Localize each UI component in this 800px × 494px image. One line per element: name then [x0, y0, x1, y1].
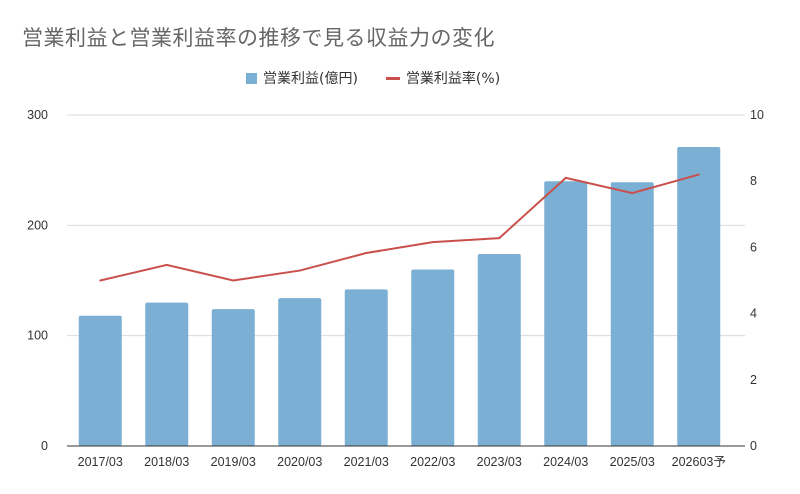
left-axis-tick-label: 100	[27, 329, 48, 343]
chart-title: 営業利益と営業利益率の推移で見る収益力の変化	[22, 26, 495, 50]
line-point	[365, 252, 368, 255]
right-axis-tick-label: 10	[750, 108, 764, 122]
bar	[477, 254, 521, 446]
bar	[145, 302, 189, 446]
line-point	[298, 269, 301, 272]
x-axis-tick-label: 2025/03	[610, 455, 655, 469]
line-point	[165, 263, 168, 266]
legend-label-bar: 営業利益(億円)	[263, 71, 358, 87]
line-point	[431, 241, 434, 244]
right-axis-tick-label: 0	[750, 439, 757, 453]
bar	[344, 289, 388, 446]
left-axis-tick-label: 300	[27, 108, 48, 122]
right-axis-tick-label: 2	[750, 373, 757, 387]
line-point	[232, 279, 235, 282]
bar	[610, 182, 654, 446]
right-axis-tick-label: 6	[750, 240, 757, 254]
bar	[78, 315, 122, 446]
line-point	[99, 279, 102, 282]
legend-swatch-line	[385, 76, 400, 80]
bar	[677, 146, 721, 446]
legend-swatch-bar	[246, 72, 257, 84]
left-axis-tick-label: 0	[41, 439, 48, 453]
x-axis-tick-label: 2018/03	[144, 455, 189, 469]
line-point	[564, 176, 567, 179]
x-axis-tick-label: 2020/03	[277, 455, 322, 469]
bar	[544, 181, 588, 446]
x-axis-tick-label: 2019/03	[211, 455, 256, 469]
line-point	[631, 192, 634, 195]
bar	[278, 298, 322, 446]
line-point	[498, 237, 501, 240]
bar	[211, 309, 255, 446]
right-axis-tick-label: 4	[750, 307, 757, 321]
x-axis-tick-label: 2017/03	[78, 455, 123, 469]
left-axis-tick-label: 200	[27, 218, 48, 232]
legend-label-line: 営業利益率(%)	[405, 71, 501, 87]
x-axis-tick-label: 2021/03	[344, 455, 389, 469]
right-axis-tick-label: 8	[750, 174, 757, 188]
bar	[411, 269, 455, 446]
x-axis-tick-label: 2022/03	[410, 455, 455, 469]
line-point	[697, 173, 700, 176]
x-axis-tick-label: 2024/03	[543, 455, 588, 469]
x-axis-tick-label: 202603予	[672, 455, 726, 469]
legend: 営業利益(億円) 営業利益率(%)	[246, 68, 500, 88]
x-axis-tick-label: 2023/03	[477, 455, 522, 469]
line-series	[100, 173, 700, 282]
